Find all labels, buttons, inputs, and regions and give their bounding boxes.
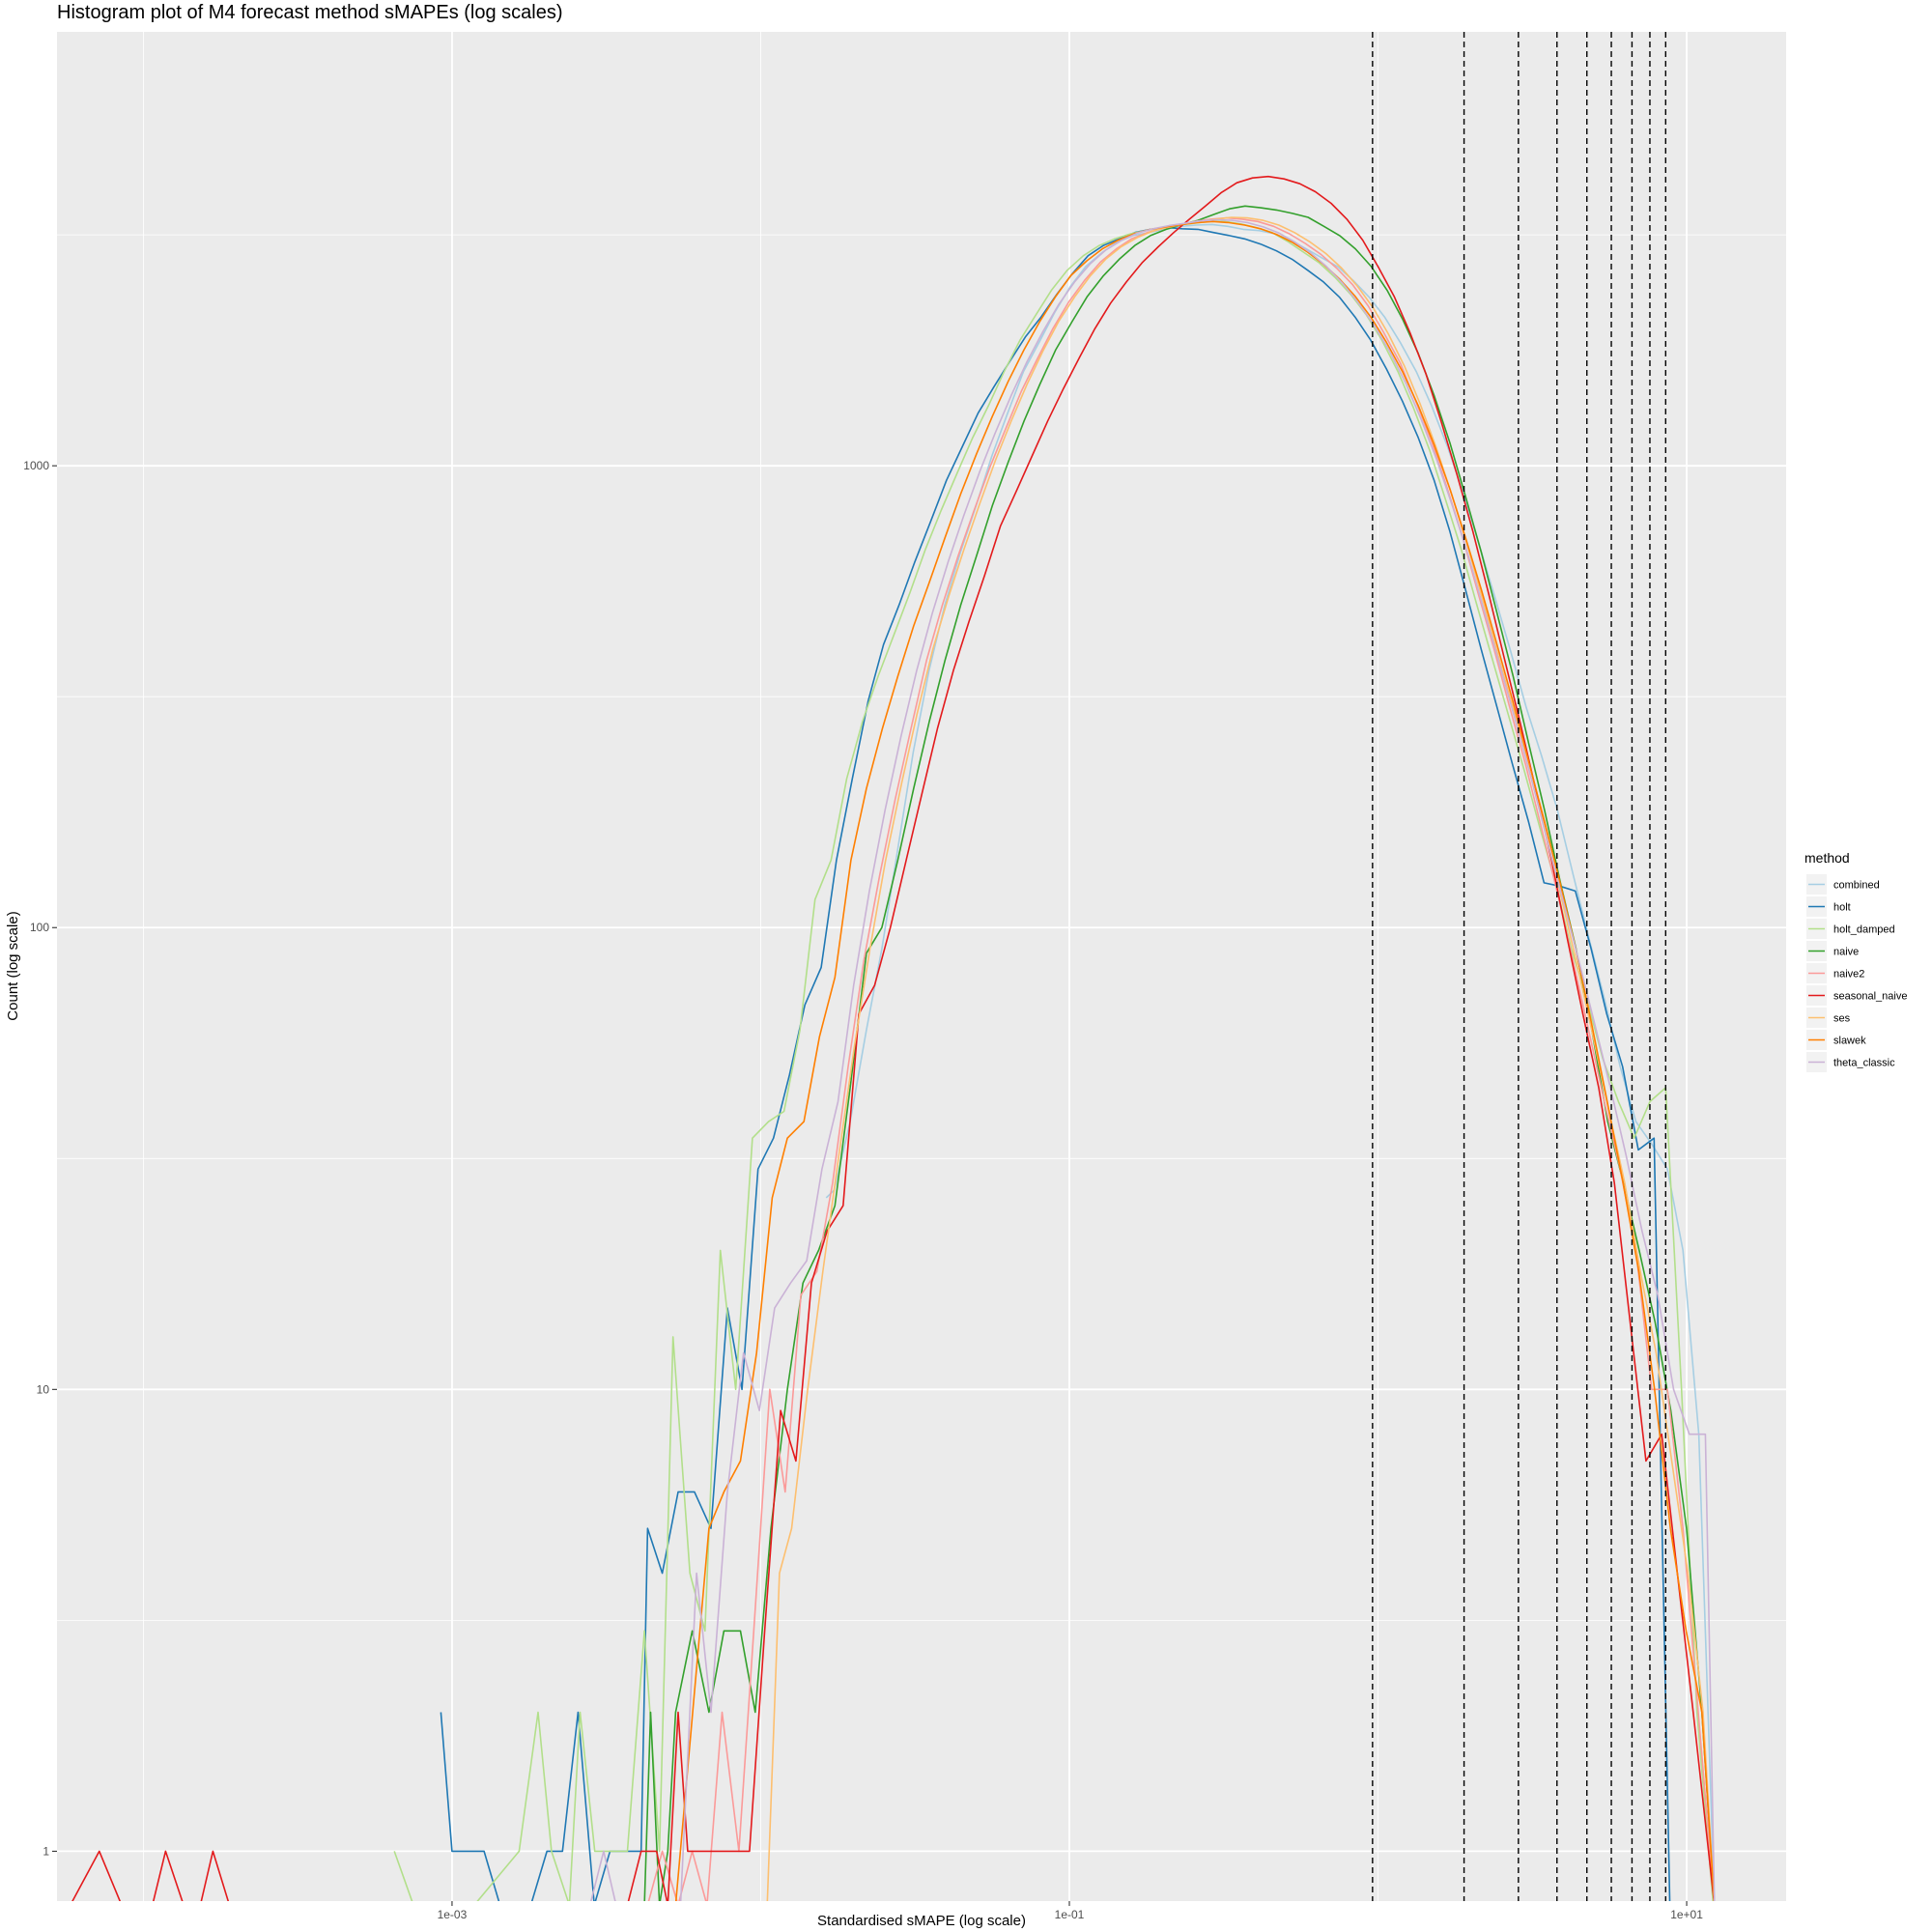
y-tick-label: 100 (30, 921, 49, 934)
y-axis-label: Count (log scale) (5, 911, 21, 1020)
legend-item-theta-classic: theta_classic (1806, 1052, 1895, 1072)
chart-title: Histogram plot of M4 forecast method sMA… (57, 2, 563, 23)
series-line-theta-classic (590, 218, 1716, 1901)
legend-item-slawek: slawek (1806, 1030, 1866, 1050)
legend-item-seasonal-naive: seasonal_naive (1806, 985, 1907, 1006)
legend-label-combined: combined (1833, 880, 1880, 892)
x-tick-label: 1e-03 (438, 1908, 468, 1921)
y-tick-label: 10 (37, 1382, 50, 1396)
plot-panel (57, 32, 1786, 1901)
series-line-seasonal-naive (71, 175, 1716, 1901)
legend-item-ses: ses (1806, 1008, 1851, 1028)
x-axis: 1e-03 1e-01 1e+01 (438, 1901, 1703, 1921)
grid-major (57, 32, 1786, 1901)
legend-label-theta-classic: theta_classic (1833, 1058, 1895, 1069)
vline-layer (1372, 32, 1667, 1901)
legend-label-ses: ses (1833, 1013, 1851, 1025)
series-line-naive (643, 205, 1716, 1901)
legend-item-naive: naive (1806, 941, 1859, 961)
legend-label-holt: holt (1833, 902, 1851, 914)
legend-item-naive2: naive2 (1806, 963, 1864, 983)
legend-title: method (1804, 850, 1850, 866)
series-line-holt-damped (393, 220, 1715, 1901)
legend-item-holt-damped: holt_damped (1806, 919, 1895, 939)
legend-item-combined: combined (1806, 874, 1880, 895)
x-tick-label: 1e-01 (1055, 1908, 1085, 1921)
legend-label-naive2: naive2 (1833, 969, 1864, 980)
x-axis-label: Standardised sMAPE (log scale) (817, 1913, 1026, 1929)
legend-item-holt: holt (1806, 896, 1851, 917)
legend-label-seasonal-naive: seasonal_naive (1833, 991, 1907, 1003)
y-tick-label: 1 (43, 1844, 49, 1858)
legend-label-slawek: slawek (1833, 1036, 1866, 1047)
x-tick-label: 1e+01 (1670, 1908, 1703, 1921)
legend-label-holt-damped: holt_damped (1833, 924, 1895, 936)
series-layer (71, 175, 1716, 1901)
series-line-slawek (674, 220, 1716, 1901)
y-axis: 1 10 100 1000 (23, 459, 57, 1858)
legend-label-naive: naive (1833, 947, 1859, 958)
y-tick-label: 1000 (23, 459, 49, 472)
